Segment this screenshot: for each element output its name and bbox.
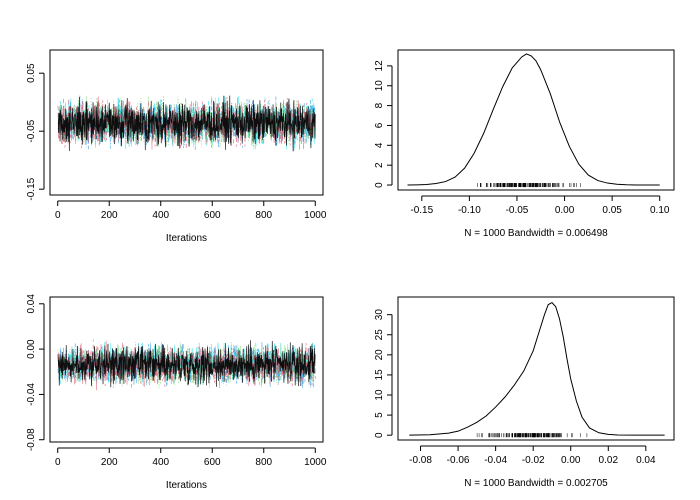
y-tick-label: 0	[374, 432, 385, 438]
x-tick-label: -0.06	[447, 455, 470, 466]
x-tick-label: 800	[255, 210, 272, 221]
x-axis-title: N = 1000 Bandwidth = 0.002705	[464, 478, 608, 489]
plot-area	[57, 339, 316, 391]
x-tick-label: 1000	[304, 457, 327, 468]
x-tick-label: 0.00	[561, 455, 581, 466]
x-tick-label: 600	[204, 457, 221, 468]
trace-plot-1: 0 200 400 600 800 1000 -0.15 -0.05 0.05 Iteration…	[26, 49, 327, 244]
x-tick-label: 0.05	[602, 205, 622, 216]
plot-frame	[397, 296, 675, 441]
y-tick-label: -0.05	[26, 119, 37, 142]
y-tick-label: 15	[374, 369, 385, 381]
x-tick-label: 0.02	[599, 455, 619, 466]
x-tick-label: 400	[152, 457, 169, 468]
x-tick-label: 0.10	[650, 205, 670, 216]
y-tick-label: 0.05	[26, 63, 37, 83]
y-tick-label: 4	[374, 142, 385, 148]
x-tick-label: 200	[101, 457, 118, 468]
x-axis-title: Iterations	[166, 480, 207, 491]
x-tick-label: -0.05	[506, 205, 529, 216]
y-tick-label: 5	[374, 412, 385, 418]
trace-plot-2: 0 200 400 600 800 1000 -0.08 -0.04 0.00 0.04 Itera…	[26, 294, 327, 491]
y-tick-label: -0.04	[26, 383, 37, 406]
x-tick-label: 0	[55, 210, 61, 221]
x-tick-label: 0.04	[636, 455, 656, 466]
density-curve	[407, 53, 660, 186]
x-tick-label: 400	[152, 210, 169, 221]
y-tick-label: -0.15	[26, 177, 37, 200]
y-tick-label: 10	[374, 389, 385, 401]
plot-area	[407, 53, 660, 188]
y-tick-label: 12	[374, 60, 385, 72]
plot-frame	[49, 49, 324, 196]
trace-line-0	[57, 95, 316, 152]
y-tick-label: -0.08	[26, 428, 37, 451]
x-tick-label: -0.10	[458, 205, 481, 216]
plot-frame	[49, 296, 324, 443]
y-tick-label: 25	[374, 329, 385, 341]
x-tick-label: 200	[101, 210, 118, 221]
y-tick-label: 20	[374, 349, 385, 361]
plot-area	[409, 301, 665, 438]
y-tick-label: 10	[374, 80, 385, 92]
density-plot-1: -0.15 -0.10 -0.05 0.00 0.05 0.10 0 2 4 6 8 10 12 N = …	[374, 49, 675, 239]
plot-area	[57, 94, 316, 152]
x-tick-label: 0	[55, 457, 61, 468]
x-tick-label: -0.15	[410, 205, 433, 216]
y-tick-label: 0.00	[26, 339, 37, 359]
y-tick-label: 30	[374, 309, 385, 321]
x-tick-label: 800	[255, 457, 272, 468]
y-tick-label: 2	[374, 162, 385, 168]
density-curve	[409, 301, 665, 436]
x-axis-title: Iterations	[166, 233, 207, 244]
x-tick-label: 1000	[304, 210, 327, 221]
y-tick-label: 0	[374, 182, 385, 188]
density-plot-2: -0.08 -0.06 -0.04 -0.02 0.00 0.02 0.04 0 5 10 15 20…	[374, 296, 675, 489]
plot-frame	[397, 49, 675, 191]
x-tick-label: -0.02	[522, 455, 545, 466]
x-tick-label: 600	[204, 210, 221, 221]
x-tick-label: -0.08	[409, 455, 432, 466]
y-tick-label: 8	[374, 102, 385, 108]
x-tick-label: -0.04	[484, 455, 507, 466]
y-tick-label: 0.04	[26, 294, 37, 314]
x-tick-label: 0.00	[555, 205, 575, 216]
x-axis-title: N = 1000 Bandwidth = 0.006498	[464, 228, 608, 239]
y-tick-label: 6	[374, 122, 385, 128]
trace-line-0	[57, 340, 316, 388]
